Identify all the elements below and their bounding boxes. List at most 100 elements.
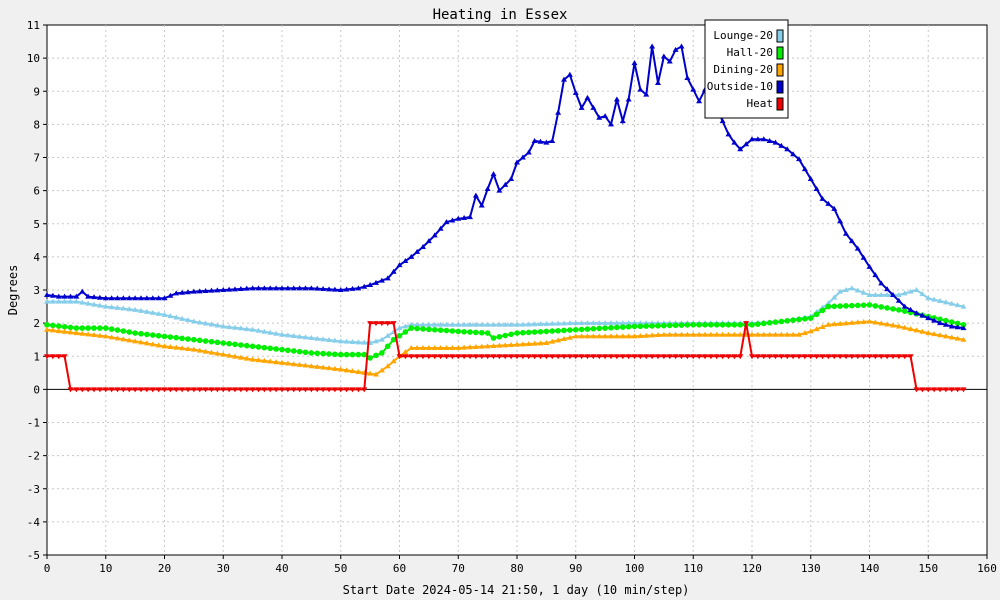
data-point-heat [837,354,844,360]
data-point-lounge-20 [220,323,227,329]
data-point-dining-20 [49,327,56,333]
data-point-heat [396,354,403,360]
data-point-lounge-20 [549,320,556,326]
data-point-dining-20 [173,344,180,350]
data-point-dining-20 [631,333,638,339]
data-point-hall-20 [725,321,732,328]
data-point-lounge-20 [831,294,838,300]
data-point-heat [138,387,144,393]
data-point-lounge-20 [267,329,274,335]
data-point-heat [296,387,303,393]
data-point-outside-10 [220,287,227,292]
data-point-hall-20 [802,316,808,322]
data-point-dining-20 [519,341,526,347]
data-point-hall-20 [837,303,843,309]
data-point-outside-10 [895,297,902,303]
data-point-dining-20 [73,330,80,336]
data-point-hall-20 [232,341,238,348]
data-point-hall-20 [202,338,209,344]
data-point-dining-20 [960,336,967,342]
data-point-lounge-20 [514,321,520,327]
data-point-dining-20 [866,318,873,324]
data-point-lounge-20 [925,295,932,301]
data-point-hall-20 [279,346,285,353]
data-point-dining-20 [760,331,767,337]
data-point-lounge-20 [537,321,544,327]
data-point-lounge-20 [226,324,233,330]
data-point-lounge-20 [149,309,156,315]
data-point-heat [373,321,379,327]
data-point-heat [461,354,468,360]
data-point-dining-20 [208,349,215,355]
data-point-outside-10 [138,295,144,301]
data-point-heat [449,354,456,360]
data-point-hall-20 [619,324,626,330]
data-point-outside-10 [801,166,808,172]
data-point-lounge-20 [273,330,280,336]
data-point-hall-20 [496,333,503,340]
data-point-hall-20 [126,329,133,335]
data-point-outside-10 [102,295,109,301]
data-point-hall-20 [455,328,462,335]
data-point-outside-10 [907,306,914,312]
data-point-hall-20 [91,325,97,331]
data-point-outside-10 [760,136,767,142]
data-point-outside-10 [249,285,256,291]
data-point-heat [214,387,221,393]
data-point-heat [143,387,150,393]
data-point-heat [678,354,685,360]
data-point-lounge-20 [232,324,238,330]
data-point-outside-10 [367,282,374,288]
data-point-outside-10 [590,104,597,110]
data-point-lounge-20 [308,335,315,341]
legend-label: Lounge-20 [713,29,773,42]
data-point-lounge-20 [355,339,362,345]
data-point-dining-20 [478,343,485,349]
data-point-dining-20 [108,334,115,340]
data-point-hall-20 [561,327,567,334]
y-axis-label: Degrees [6,265,20,316]
legend-swatch [776,63,784,77]
data-point-heat [913,387,920,393]
data-point-heat [484,354,491,360]
data-point-dining-20 [608,333,614,339]
data-point-hall-20 [637,323,644,330]
data-point-hall-20 [819,307,826,314]
data-point-outside-10 [437,225,444,231]
data-point-lounge-20 [872,291,879,297]
data-point-hall-20 [343,351,350,358]
data-point-dining-20 [490,342,497,348]
data-point-heat [402,354,409,360]
data-point-lounge-20 [608,320,614,326]
data-point-lounge-20 [290,333,297,339]
data-point-heat [766,354,773,360]
data-point-lounge-20 [261,328,268,334]
data-point-outside-10 [314,285,321,291]
data-point-hall-20 [290,348,297,354]
data-point-hall-20 [954,320,961,327]
data-point-dining-20 [696,331,703,337]
data-point-dining-20 [784,331,791,337]
data-point-outside-10 [778,142,785,148]
data-point-hall-20 [543,328,550,335]
data-point-lounge-20 [143,308,150,314]
data-point-lounge-20 [202,320,209,326]
data-point-lounge-20 [126,306,133,312]
data-point-outside-10 [813,185,820,191]
y-tick-label: -3 [27,483,40,496]
data-point-dining-20 [825,321,832,327]
data-point-lounge-20 [907,288,914,294]
data-point-heat [455,354,462,360]
data-point-heat [290,387,297,393]
data-point-dining-20 [378,367,385,373]
data-point-hall-20 [449,328,456,334]
data-point-hall-20 [478,329,485,336]
data-point-heat [202,387,209,393]
data-point-hall-20 [696,321,702,328]
data-point-outside-10 [402,258,409,264]
data-point-hall-20 [655,322,661,329]
data-point-dining-20 [384,363,391,369]
data-point-hall-20 [402,329,409,335]
data-point-outside-10 [848,238,855,244]
data-point-outside-10 [519,154,526,160]
